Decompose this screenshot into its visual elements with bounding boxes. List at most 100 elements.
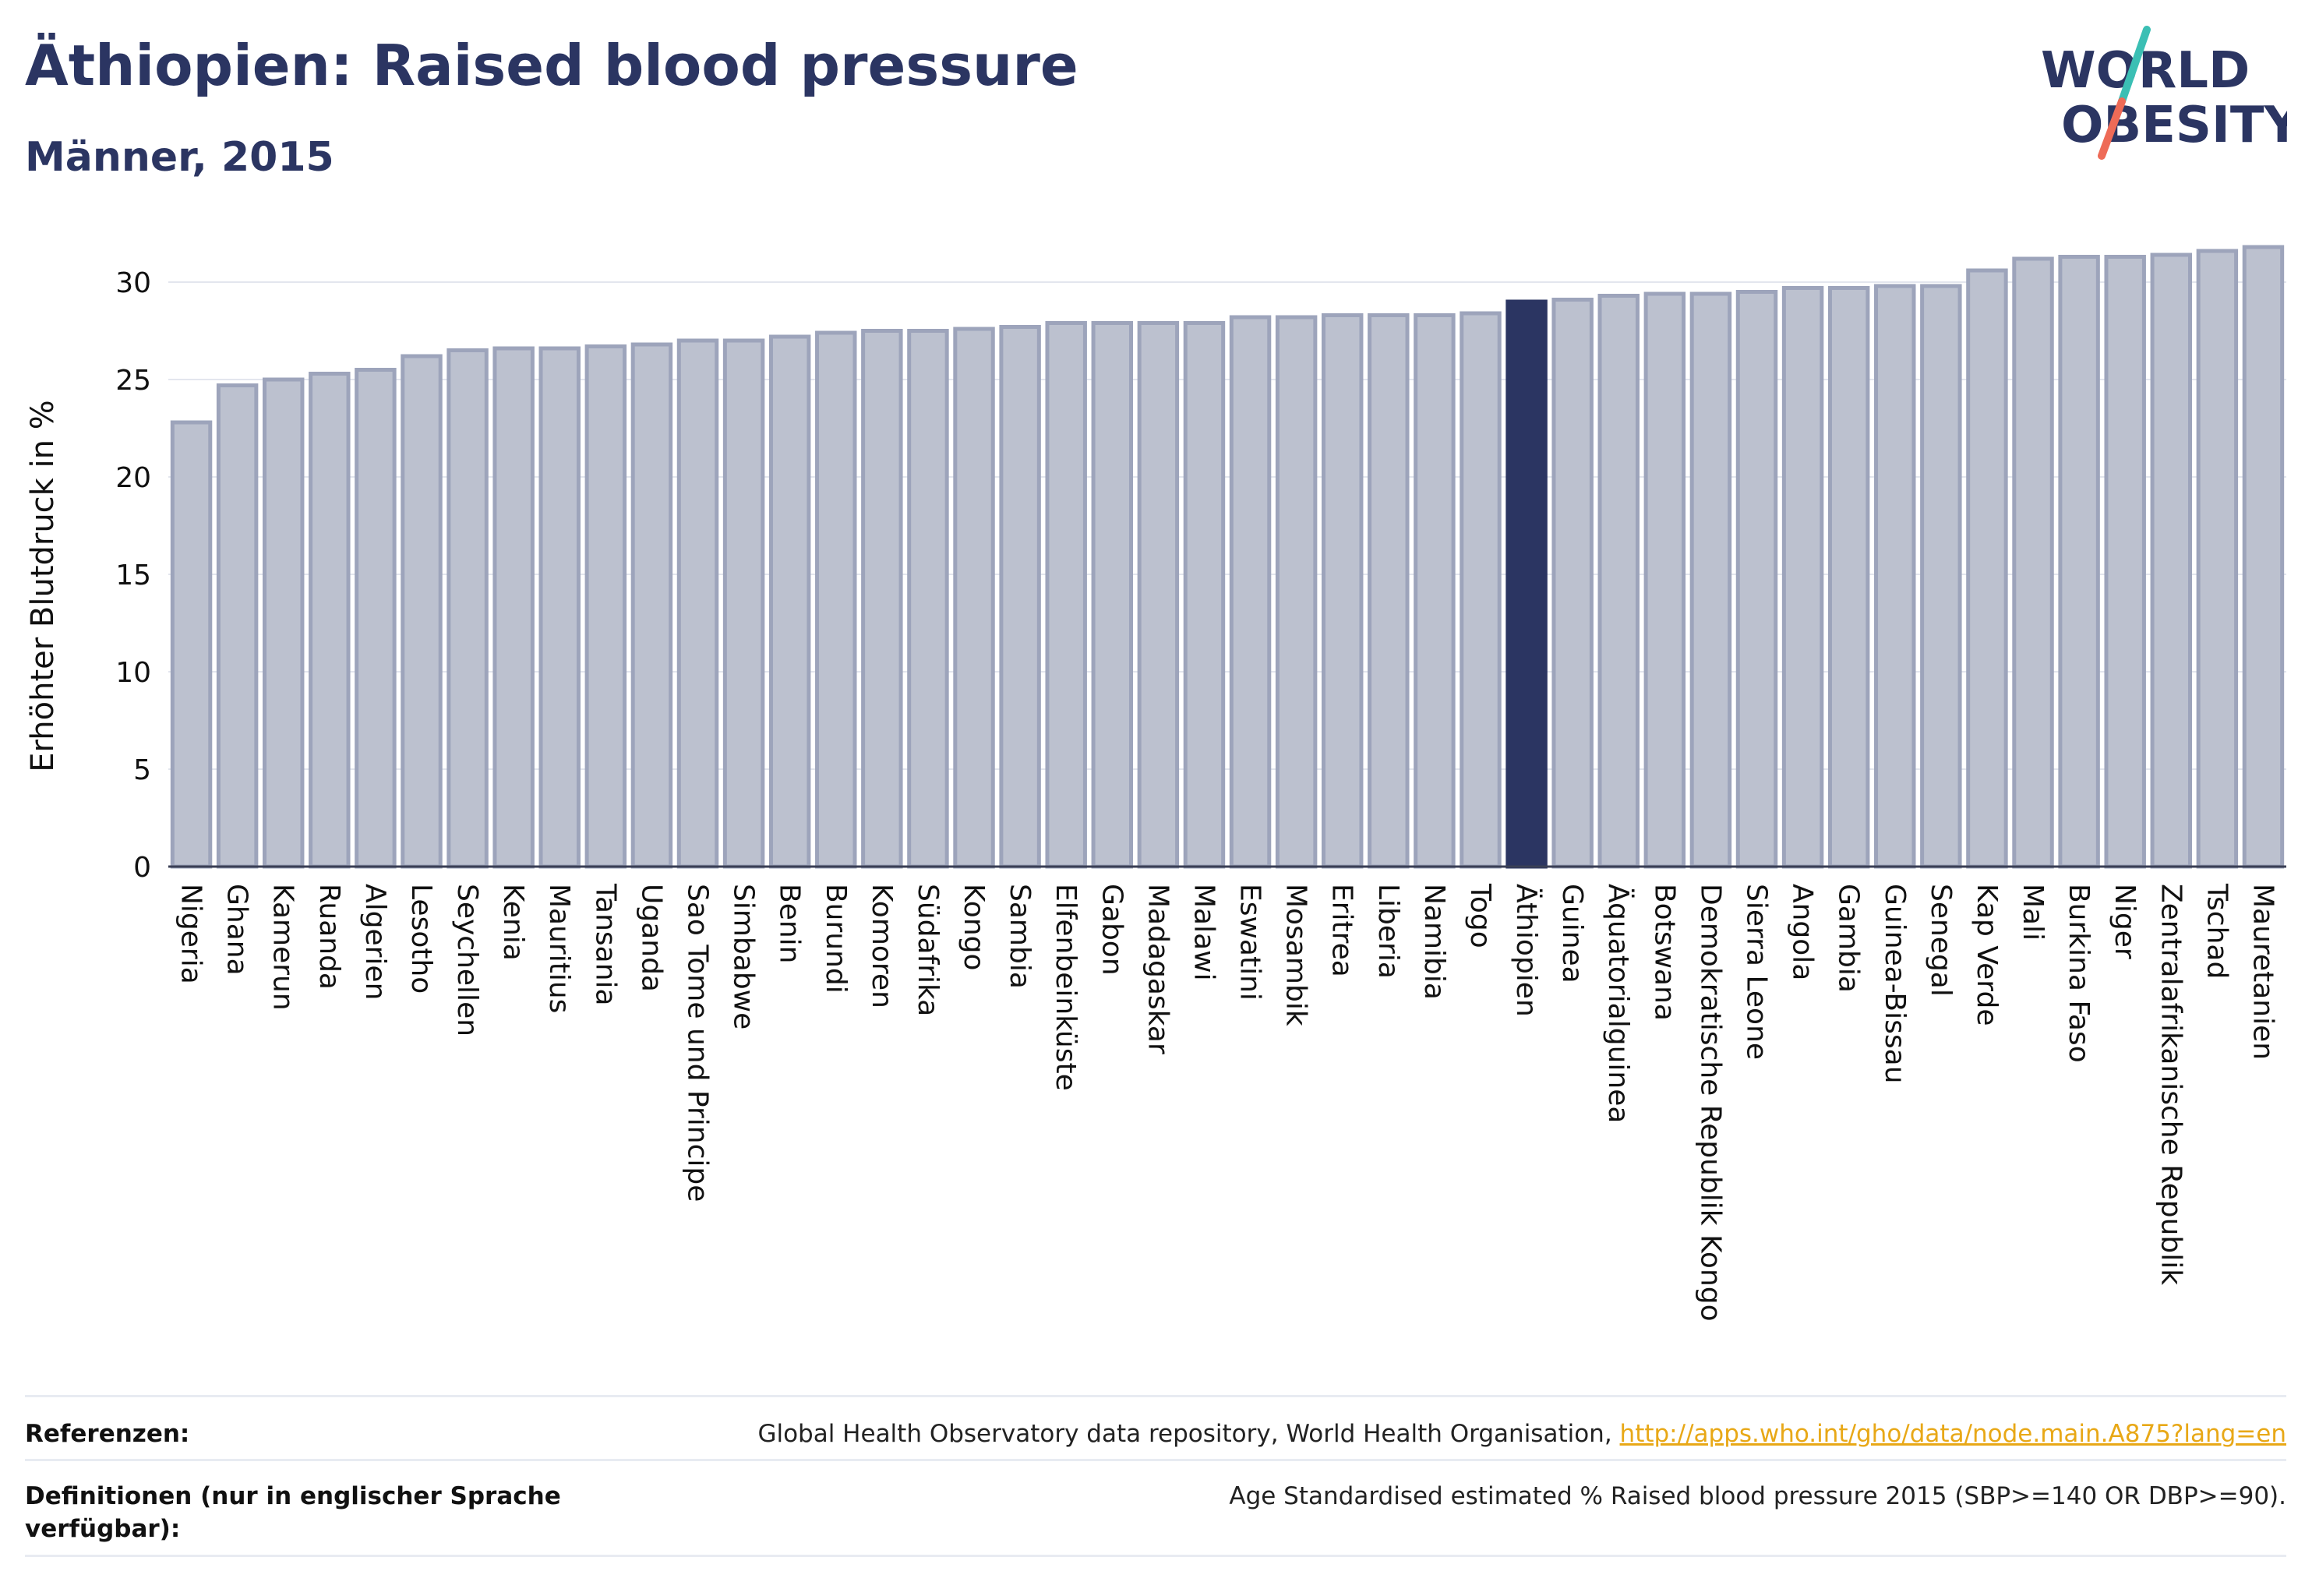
x-category-label: Tansania [589, 883, 621, 1006]
x-category-label: Simbabwe [728, 884, 760, 1029]
bar [676, 338, 719, 869]
definitions-value: Age Standardised estimated % Raised bloo… [1229, 1482, 2286, 1510]
bar [538, 346, 581, 869]
definitions-label: Definitionen (nur in englischer Sprache … [25, 1482, 561, 1543]
x-category-label: Malawi [1188, 884, 1220, 981]
bar [1735, 290, 1778, 869]
y-tick-label: 20 [115, 462, 151, 494]
bar [447, 348, 489, 869]
x-category-label: Mosambik [1280, 884, 1312, 1026]
x-category-label: Uganda [635, 884, 667, 992]
bar [1689, 291, 1732, 869]
x-category-label: Elfenbeinküste [1050, 884, 1082, 1091]
x-category-label: Namibia [1418, 884, 1450, 1000]
bar [1414, 313, 1456, 869]
x-category-label: Benin [774, 884, 806, 963]
bar [1183, 321, 1226, 869]
bar [2196, 249, 2239, 869]
x-category-label: Guinea [1556, 884, 1588, 983]
x-category-label: Botswana [1648, 884, 1680, 1021]
y-axis-title: Erhöhter Blutdruck in % [25, 400, 61, 772]
x-axis-labels: Nigeria Ghana Kamerun Ruanda Algerien Lesotho… [175, 883, 2279, 1322]
bar [2242, 245, 2285, 869]
x-category-label: Kap Verde [1971, 884, 2003, 1026]
bar [355, 368, 397, 869]
bar [1920, 284, 1962, 869]
bar [1966, 268, 2008, 869]
bar [584, 344, 627, 869]
x-category-label: Mali [2017, 884, 2049, 941]
x-category-label: Algerien [359, 884, 391, 1000]
y-tick-label: 15 [115, 560, 151, 591]
definitions-row: Definitionen (nur in englischer Sprache … [25, 1459, 2286, 1557]
y-tick-label: 10 [115, 657, 151, 689]
x-category-label: Madagaskar [1142, 884, 1174, 1054]
x-category-label: Äthiopien [1510, 884, 1543, 1017]
x-category-label: Äquatorialguinea [1602, 884, 1635, 1123]
bar [1137, 321, 1180, 869]
bar [1091, 321, 1134, 869]
x-category-label: Tschad [2201, 883, 2233, 979]
bar [262, 377, 305, 869]
bar [309, 372, 351, 869]
references-text: Global Health Observatory data repositor… [757, 1420, 1620, 1448]
bar [815, 330, 857, 869]
bar [1275, 315, 1318, 869]
references-label: Referenzen: [25, 1420, 190, 1448]
references-link[interactable]: http://apps.who.int/gho/data/node.main.A… [1619, 1420, 2286, 1448]
x-category-label: Niger [2109, 884, 2141, 959]
bar [2012, 256, 2054, 869]
x-category-label: Burkina Faso [2063, 884, 2095, 1063]
x-category-label: Komoren [866, 884, 898, 1008]
bar [2104, 255, 2146, 869]
bar [861, 329, 903, 869]
x-category-label: Demokratische Republik Kongo [1694, 884, 1726, 1322]
x-category-label: Nigeria [175, 884, 207, 984]
world-obesity-logo: WORLD OBESITY [2038, 23, 2300, 164]
x-category-label: Senegal [1925, 884, 1957, 997]
footer: Referenzen: Global Health Observatory da… [25, 1395, 2286, 1557]
bar [999, 325, 1041, 869]
y-axis-ticks: 0 5 10 15 20 25 30 [115, 267, 151, 884]
logo-slash-teal [2118, 26, 2151, 105]
bar [170, 420, 213, 869]
bar [768, 334, 811, 869]
x-category-label: Kamerun [267, 884, 299, 1011]
x-category-label: Seychellen [451, 884, 483, 1036]
x-category-label: Togo [1464, 883, 1496, 948]
bar [953, 327, 995, 869]
x-category-label: Sierra Leone [1741, 884, 1773, 1060]
chart-subtitle: Männer, 2015 [25, 134, 334, 181]
bar [1321, 313, 1364, 869]
bar-highlight [1505, 299, 1548, 869]
x-category-label: Eswatini [1234, 884, 1266, 1001]
references-value: Global Health Observatory data repositor… [757, 1418, 2286, 1450]
bar-chart: 0 5 10 15 20 25 30 Nigeria Ghana Kamerun Ruanda Al… [25, 245, 2286, 1322]
x-category-label: Ghana [221, 884, 253, 976]
x-category-label: Lesotho [405, 884, 437, 994]
x-category-label: Gabon [1096, 884, 1128, 976]
bar [1781, 286, 1824, 869]
logo-line2: OBESITY [2061, 97, 2287, 154]
references-row: Referenzen: Global Health Observatory da… [25, 1395, 2286, 1459]
bar [1045, 321, 1087, 869]
logo-graphic: WORLD OBESITY [2041, 26, 2300, 160]
bar [216, 383, 259, 869]
y-tick-label: 0 [133, 852, 151, 884]
x-category-label: Zentralafrikanische Republik [2155, 884, 2187, 1285]
x-category-label: Mauritius [543, 884, 575, 1013]
x-category-label: Sao Tome und Principe [682, 884, 714, 1202]
bar [722, 338, 765, 869]
x-category-label: Liberia [1372, 884, 1404, 979]
y-tick-label: 25 [115, 365, 151, 397]
bar [492, 346, 535, 869]
logo-line1: WORLD [2041, 42, 2250, 100]
x-category-label: Sambia [1004, 884, 1036, 989]
bar [1368, 313, 1410, 869]
x-category-label: Angola [1787, 884, 1819, 980]
bar [1827, 286, 1870, 869]
x-category-label: Kongo [958, 884, 990, 971]
y-tick-label: 30 [115, 267, 151, 299]
x-category-label: Kenia [497, 884, 529, 961]
bars [170, 245, 2285, 869]
